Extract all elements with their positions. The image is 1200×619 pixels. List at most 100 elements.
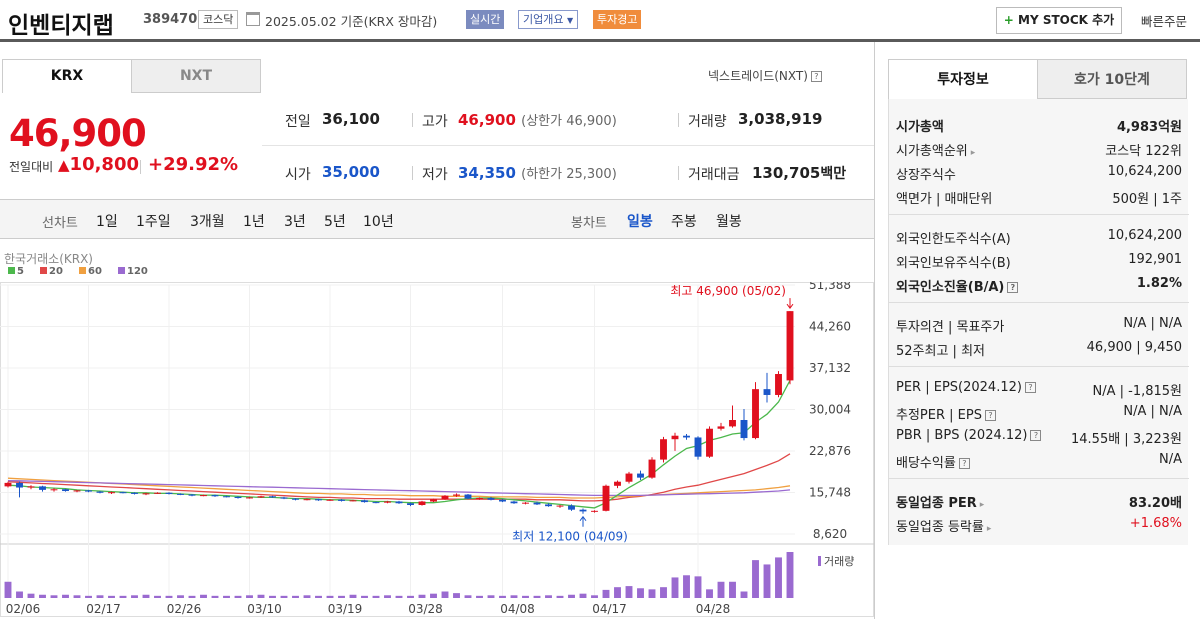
help-icon[interactable]: ?	[1024, 382, 1036, 393]
info-row: 상장주식수 10,624,200	[896, 161, 1182, 183]
help-icon[interactable]: ?	[1030, 430, 1042, 441]
quick-order-link[interactable]: 빠른주문	[1141, 14, 1188, 29]
info-value: N/A | N/A	[1123, 404, 1182, 419]
info-row: 액면가 | 매매단위 500원 | 1주	[896, 185, 1182, 207]
help-icon[interactable]: ?	[1007, 282, 1019, 293]
period-monthly[interactable]: 월봉	[716, 214, 742, 230]
investment-warning-badge[interactable]: 투자경고	[593, 10, 642, 29]
candle-body	[660, 439, 667, 460]
add-mystock-button[interactable]: + MY STOCK 추가	[996, 7, 1122, 34]
candle-body	[4, 482, 12, 487]
volume-bar	[476, 595, 483, 598]
period-1w[interactable]: 1주일	[136, 214, 171, 230]
candle-body	[729, 420, 736, 427]
volume-label: 거래량	[688, 114, 727, 130]
volume-bar	[683, 575, 690, 598]
divider	[412, 113, 413, 127]
period-weekly[interactable]: 주봉	[671, 214, 697, 230]
candle-body	[154, 492, 161, 494]
info-label: 외국인한도주식수(A)	[896, 232, 1011, 247]
candle-body	[211, 495, 219, 497]
candle-body	[142, 493, 150, 495]
candle-chart-label: 봉차트	[571, 216, 607, 231]
volume-bar	[223, 595, 230, 598]
candle-body	[292, 498, 299, 500]
candle-body	[591, 510, 598, 512]
candle-body	[234, 496, 242, 499]
info-label: 액면가 | 매매단위	[896, 192, 993, 207]
candle-body	[407, 503, 414, 506]
info-value: 10,624,200	[1107, 164, 1182, 179]
tab-nxt[interactable]: NXT	[131, 59, 261, 93]
help-icon[interactable]: ?	[810, 71, 822, 82]
candle-body	[418, 501, 426, 506]
top-bar	[0, 0, 1200, 42]
legend-swatch	[79, 267, 86, 274]
candle-body	[200, 495, 207, 497]
volume-bar	[775, 557, 782, 598]
candle-body	[246, 497, 253, 499]
y-tick-label: 37,132	[809, 361, 851, 375]
candle-body	[188, 494, 196, 496]
date-basis: 2025.05.02 기준(KRX 장마감)	[265, 11, 437, 30]
volume-bar	[464, 595, 472, 598]
volume-bar	[602, 589, 610, 598]
info-label[interactable]: 동일업종 등락률 ▸	[896, 520, 992, 535]
info-value: 1.82%	[1136, 276, 1182, 291]
realtime-badge[interactable]: 실시간	[466, 10, 505, 29]
volume-bar	[131, 595, 138, 598]
volume-bar	[269, 595, 276, 598]
low-number: 34,350	[458, 164, 516, 182]
nextrade-link[interactable]: 넥스트레이드(NXT)?	[708, 67, 822, 84]
x-tick-label: 03/10	[247, 602, 282, 616]
chart-frame	[0, 282, 874, 617]
period-1d[interactable]: 1일	[96, 214, 118, 230]
tab-krx[interactable]: KRX	[2, 59, 132, 93]
legend-label: 20	[49, 266, 63, 277]
volume-bar	[280, 595, 288, 598]
candle-body	[85, 490, 92, 492]
section-divider	[889, 214, 1189, 215]
volume-bar	[39, 594, 46, 598]
candle-body	[568, 505, 575, 510]
period-1y[interactable]: 1년	[243, 214, 265, 230]
info-value: 코스닥 122위	[1105, 144, 1182, 159]
help-icon[interactable]: ?	[958, 458, 970, 469]
info-label[interactable]: 동일업종 PER ▸	[896, 496, 985, 511]
volume-bar	[96, 595, 104, 598]
company-overview-dropdown[interactable]: 기업개요 ▼	[518, 10, 579, 29]
volume-bar	[303, 595, 311, 598]
candle-body	[786, 311, 794, 381]
candle-body	[372, 502, 380, 504]
y-tick-label: 30,004	[809, 403, 851, 417]
period-5y[interactable]: 5년	[324, 214, 346, 230]
info-label: 추정PER | EPS?	[896, 404, 996, 423]
tab-orderbook-10[interactable]: 호가 10단계	[1037, 59, 1187, 99]
help-icon[interactable]: ?	[984, 410, 996, 421]
candle-body	[177, 493, 184, 495]
volume-bar	[257, 594, 265, 598]
change-label: 전일대비	[9, 160, 54, 174]
info-label[interactable]: 시가총액순위 ▸	[896, 144, 976, 159]
change-amount: 10,800	[69, 154, 140, 175]
amount-value: 130,705백만	[752, 163, 846, 183]
current-price: 46,900	[9, 112, 147, 155]
lower-limit: (하한가 25,300)	[521, 167, 617, 182]
basis-text: 기준(KRX 장마감)	[340, 14, 438, 29]
divider	[678, 166, 679, 180]
period-3m[interactable]: 3개월	[190, 214, 225, 230]
period-10y[interactable]: 10년	[363, 214, 394, 230]
candle-body	[694, 437, 702, 457]
y-tick-label: 15,748	[809, 486, 851, 500]
volume-bar	[165, 595, 173, 598]
candle-body	[441, 495, 449, 500]
price-chart[interactable]: 51,388 44,260 37,132 30,004 22,876 15,748 8,62…	[0, 282, 874, 619]
period-3y[interactable]: 3년	[284, 214, 306, 230]
period-daily[interactable]: 일봉	[627, 214, 653, 230]
tab-investment-info[interactable]: 투자정보	[888, 59, 1038, 99]
info-value: 500원 | 1주	[1112, 192, 1182, 207]
legend-ma5: 5	[8, 266, 24, 277]
candle-body	[487, 498, 495, 500]
legend-swatch	[118, 267, 125, 274]
info-label: 외국인소진율(B/A)?	[896, 276, 1019, 295]
